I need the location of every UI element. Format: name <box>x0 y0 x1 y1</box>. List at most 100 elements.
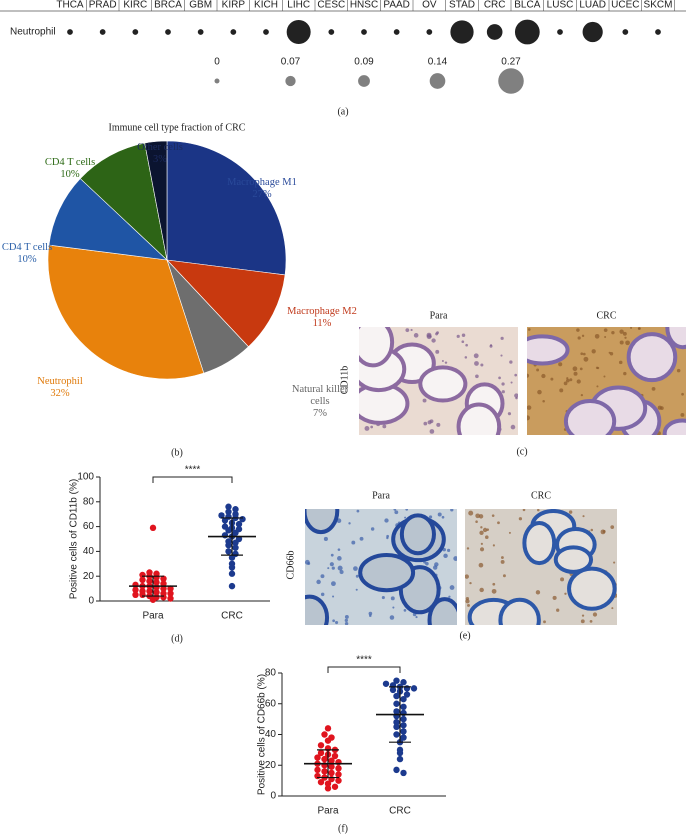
data-point <box>328 757 335 764</box>
cell <box>637 327 641 330</box>
cell <box>467 603 470 607</box>
cell <box>498 376 501 380</box>
cell <box>604 336 607 339</box>
cell <box>581 614 585 617</box>
cell <box>680 413 685 417</box>
micrograph-body <box>305 509 457 625</box>
cell <box>552 595 557 600</box>
cell <box>474 361 479 366</box>
image-title: CRC <box>531 490 551 501</box>
cell <box>596 385 599 388</box>
cell <box>465 574 469 579</box>
cell <box>436 422 441 427</box>
category-label: SKCM <box>644 0 673 11</box>
cell <box>630 327 633 329</box>
panel-label: (f) <box>338 823 348 834</box>
cell <box>618 360 623 365</box>
data-point <box>221 523 229 530</box>
cell <box>344 614 349 619</box>
cell <box>589 619 593 623</box>
gland <box>665 327 686 350</box>
panel-label: (d) <box>171 633 183 644</box>
cell <box>426 332 432 338</box>
cell <box>475 513 480 519</box>
micrograph-body <box>527 327 686 435</box>
cell <box>337 548 341 551</box>
data-point <box>393 719 400 726</box>
cell <box>327 567 330 570</box>
slice-name: Macrophage M2 <box>287 306 357 317</box>
data-point <box>335 765 342 772</box>
cell <box>381 596 385 600</box>
cell <box>583 356 589 362</box>
cell <box>405 509 409 511</box>
dot <box>197 29 204 35</box>
cell <box>443 553 448 559</box>
dot <box>655 29 661 35</box>
micrograph-body <box>359 327 518 435</box>
cell <box>423 421 428 426</box>
cell <box>603 328 608 333</box>
y-tick-label: 20 <box>265 760 277 771</box>
category-label: LIHC <box>287 0 310 11</box>
size-legend-dot <box>285 75 296 87</box>
data-point <box>328 763 335 770</box>
cell <box>435 332 439 336</box>
dot <box>450 20 474 44</box>
cell <box>431 338 436 343</box>
pie-slice <box>166 140 287 276</box>
gland <box>418 365 468 403</box>
cell <box>390 596 395 601</box>
cell <box>359 536 364 541</box>
cell <box>389 615 395 620</box>
slice-value: 10% <box>17 254 37 265</box>
slice-label: CD4 T cells 10% <box>0 242 72 266</box>
cell <box>569 378 573 382</box>
category-label: PRAD <box>89 0 117 11</box>
image-title: CRC <box>596 310 616 321</box>
gland <box>563 398 617 435</box>
category-label: STAD <box>449 0 475 11</box>
panel-label: (e) <box>459 630 470 641</box>
cell <box>465 343 468 347</box>
x-tick-label: CRC <box>389 806 411 817</box>
data-point <box>400 722 407 729</box>
gland <box>456 402 502 435</box>
cell <box>332 595 335 598</box>
cell <box>580 619 585 624</box>
data-point <box>400 715 407 723</box>
data-point <box>393 677 400 684</box>
data-point <box>235 535 243 543</box>
y-axis-label: Positive cells of CD66b (%) <box>257 674 268 795</box>
data-point <box>324 725 332 732</box>
cell <box>579 367 583 371</box>
cell <box>482 527 488 533</box>
significance-label: **** <box>185 465 201 476</box>
cell <box>537 509 540 512</box>
cell <box>351 540 356 545</box>
data-point <box>324 780 332 787</box>
y-tick-label: 60 <box>83 521 95 532</box>
x-tick-label: CRC <box>221 611 243 622</box>
cell <box>576 328 580 332</box>
cell <box>382 424 387 429</box>
slice-value: 11% <box>312 318 332 329</box>
cell <box>355 574 359 578</box>
cell <box>501 382 505 386</box>
cell <box>364 425 370 431</box>
category-label: OV <box>422 0 437 11</box>
cell <box>403 609 407 612</box>
category-label: UCEC <box>611 0 639 11</box>
cell <box>572 366 578 372</box>
slice-name: CD4 T cells <box>1 242 53 253</box>
data-point <box>396 755 404 763</box>
cell <box>576 379 581 384</box>
cell <box>355 588 358 591</box>
slice-value: 32% <box>50 388 70 399</box>
data-point <box>228 570 236 577</box>
data-point <box>403 685 411 692</box>
dot <box>622 29 629 35</box>
data-point <box>235 520 243 528</box>
pie-slice <box>47 244 205 380</box>
